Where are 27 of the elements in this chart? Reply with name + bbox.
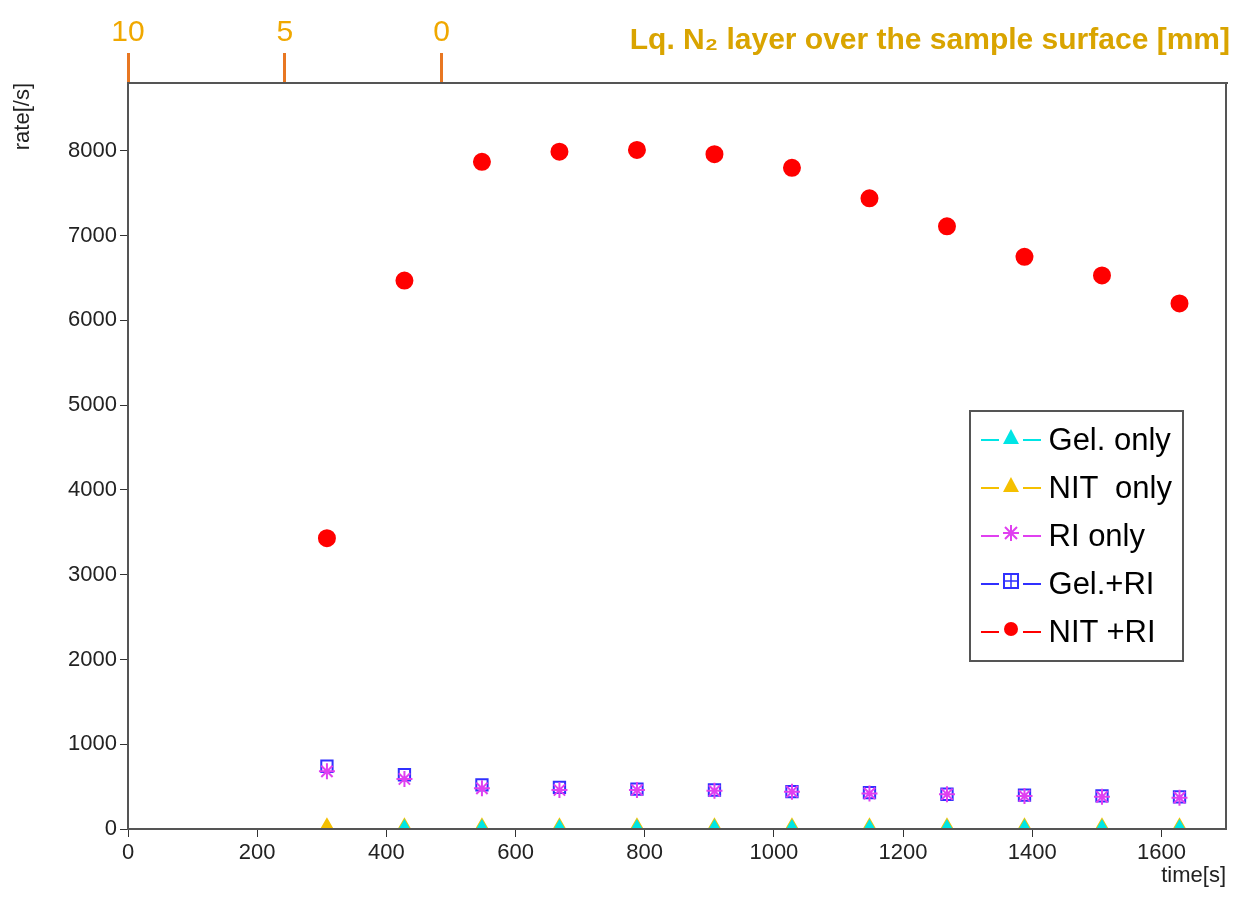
x-tick-label: 1000 bbox=[749, 839, 799, 865]
legend-label: NIT only bbox=[1048, 469, 1172, 507]
x2-tick-label: 0 bbox=[433, 14, 451, 48]
legend-label: NIT +RI bbox=[1048, 613, 1156, 651]
x-tick-label: 1400 bbox=[1007, 839, 1057, 865]
y-tick-label: 6000 bbox=[68, 306, 117, 332]
x-tick-label: 800 bbox=[626, 839, 664, 865]
x2-tick-label: 5 bbox=[276, 14, 294, 48]
legend-label: Gel. only bbox=[1048, 421, 1171, 459]
y-tick-label: 4000 bbox=[68, 475, 117, 501]
x-tick-label: 1200 bbox=[878, 839, 928, 865]
y-tick-label: 3000 bbox=[68, 560, 117, 586]
x2-tick-label: 10 bbox=[111, 14, 145, 48]
x-tick-label: 0 bbox=[121, 839, 135, 865]
y-tick-label: 8000 bbox=[68, 136, 117, 162]
y-tick-label: 2000 bbox=[68, 645, 117, 671]
x-tick-label: 200 bbox=[238, 839, 276, 865]
y-axis-title: rate[/s] bbox=[9, 83, 35, 151]
y-tick-label: 0 bbox=[104, 815, 117, 841]
x2-axis-title: Lq. N₂ layer over the sample surface [mm] bbox=[629, 22, 1230, 56]
x-tick-label: 600 bbox=[497, 839, 534, 865]
legend-label: RI only bbox=[1048, 517, 1145, 555]
x-tick-label: 400 bbox=[367, 839, 405, 865]
y-tick-label: 7000 bbox=[68, 221, 117, 247]
y-tick-label: 1000 bbox=[68, 730, 117, 756]
y-tick-label: 5000 bbox=[68, 391, 117, 417]
legend-label: Gel.+RI bbox=[1048, 565, 1155, 603]
